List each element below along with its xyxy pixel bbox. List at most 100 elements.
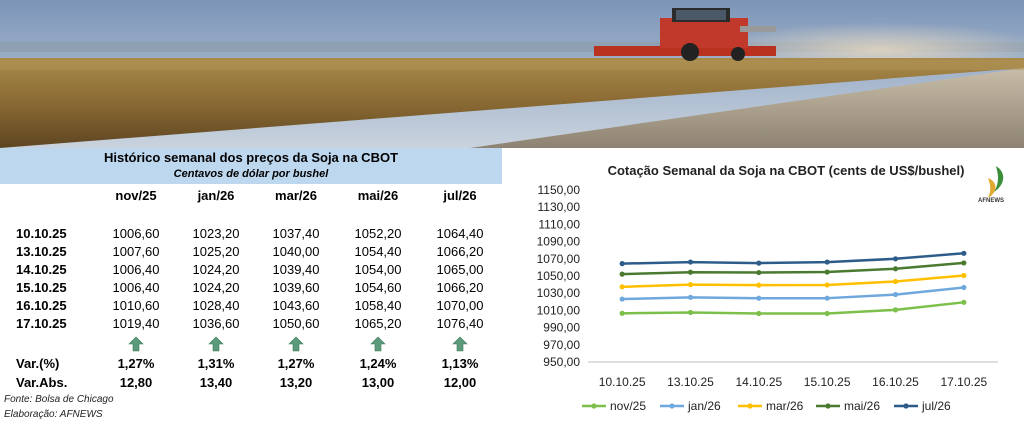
table-cell: 1028,40	[192, 298, 240, 313]
x-tick-label: 15.10.25	[804, 375, 851, 389]
data-point	[961, 272, 967, 279]
x-tick-label: 16.10.25	[872, 375, 919, 389]
data-point	[892, 256, 899, 262]
data-point	[756, 310, 762, 317]
y-tick-label: 1130,00	[538, 200, 581, 214]
data-point	[824, 269, 830, 275]
data-point	[892, 307, 899, 313]
x-tick-label: 10.10.25	[599, 375, 646, 389]
table-title: Histórico semanal dos preços da Soja na …	[103, 150, 399, 165]
data-point	[892, 266, 899, 272]
var-abs-cell: 13,20	[279, 375, 313, 390]
series-line-nov-25	[622, 301, 964, 315]
data-point	[961, 284, 967, 291]
price-chart-panel: Cotação Semanal da Soja na CBOT (cents d…	[510, 148, 1024, 441]
table-cell: 1043,60	[272, 298, 320, 313]
logo-text: AFNEWS	[978, 198, 1004, 204]
series-line-jan-26	[622, 286, 964, 301]
data-point	[619, 296, 625, 302]
legend-label: jul/26	[921, 399, 951, 413]
table-cell: 1065,00	[436, 262, 484, 277]
x-tick-label: 14.10.25	[735, 375, 782, 389]
legend-label: jan/26	[687, 399, 721, 413]
table-cell: 1052,20	[354, 226, 402, 241]
table-cell: 1007,60	[112, 244, 160, 259]
var-abs-label: Var.Abs.	[16, 375, 68, 390]
table-cell: 1076,40	[436, 316, 484, 331]
y-tick-label: 950,00	[543, 355, 580, 369]
y-tick-label: 1110,00	[538, 217, 580, 231]
column-header-jul26: jul/26	[443, 188, 477, 203]
y-tick-label: 1010,00	[537, 303, 581, 317]
var-pct-cell: 1,31%	[197, 356, 235, 371]
data-point	[619, 284, 625, 290]
y-tick-label: 990,00	[543, 321, 580, 335]
data-point	[824, 310, 830, 317]
arrow-up-icon	[176, 336, 256, 357]
table-cell: 1054,60	[354, 280, 402, 295]
table-header-band: Histórico semanal dos preços da Soja na …	[0, 148, 502, 184]
table-cell: 1054,40	[354, 244, 402, 259]
table-cell: 1006,40	[112, 280, 160, 295]
table-cell: 1058,40	[354, 298, 402, 313]
row-date: 13.10.25	[16, 244, 67, 259]
data-point	[824, 282, 830, 288]
legend-marker	[825, 403, 831, 409]
x-tick-label: 17.10.25	[940, 375, 987, 389]
var-pct-cell: 1,27%	[277, 356, 315, 371]
column-header-mai26: mai/26	[357, 188, 399, 203]
table-cell: 1066,20	[436, 244, 484, 259]
table-cell: 1039,40	[272, 262, 320, 277]
data-point	[687, 282, 694, 288]
price-history-table: Histórico semanal dos preços da Soja na …	[0, 148, 502, 441]
legend-label: nov/25	[610, 399, 646, 413]
series-line-mai-26	[622, 261, 964, 276]
table-cell: 1019,40	[112, 316, 160, 331]
row-date: 17.10.25	[16, 316, 67, 331]
line-chart: 950,00 970,00 990,00 1010,00 1030,00 1050,00 1…	[537, 183, 998, 413]
series-line-jul-26	[622, 252, 964, 265]
legend-marker	[669, 403, 675, 409]
x-tick-label: 13.10.25	[667, 375, 714, 389]
table-cell: 1036,60	[192, 316, 240, 331]
data-point	[687, 294, 694, 300]
table-cell: 1024,20	[192, 262, 240, 277]
var-pct-cell: 1,13%	[441, 356, 479, 371]
hero-photo-harvest	[0, 0, 1024, 148]
y-tick-label: 970,00	[543, 338, 580, 352]
data-point	[824, 259, 830, 265]
data-point	[961, 260, 967, 266]
y-tick-label: 1050,00	[537, 269, 581, 283]
crop-field	[0, 58, 1024, 148]
y-tick-label: 1070,00	[537, 252, 581, 266]
table-cell: 1040,00	[272, 244, 320, 259]
table-cell: 1006,40	[112, 262, 160, 277]
table-cell: 1025,20	[192, 244, 240, 259]
combine-harvester	[594, 8, 776, 61]
data-point	[961, 250, 967, 256]
credit-note: Elaboração: AFNEWS	[4, 409, 103, 420]
table-cell: 1024,20	[192, 280, 240, 295]
var-abs-cell: 12,00	[443, 375, 477, 390]
var-pct-cell: 1,24%	[359, 356, 397, 371]
legend-marker	[591, 403, 597, 409]
row-date: 15.10.25	[16, 280, 67, 295]
legend-label: mar/26	[766, 399, 804, 413]
data-point	[619, 310, 625, 316]
y-tick-label: 1150,00	[538, 183, 581, 197]
data-point	[892, 291, 899, 298]
data-point	[892, 278, 899, 285]
arrow-up-icon	[420, 336, 500, 357]
arrow-up-icon	[96, 336, 176, 357]
column-header-nov25: nov/25	[115, 188, 157, 203]
table-cell: 1037,40	[272, 226, 320, 241]
data-point	[687, 269, 694, 275]
table-cell: 1039,60	[272, 280, 320, 295]
arrow-up-icon	[256, 336, 336, 357]
table-cell: 1064,40	[436, 226, 484, 241]
data-point	[687, 309, 694, 316]
source-note: Fonte: Bolsa de Chicago	[4, 394, 114, 405]
column-header-jan26: jan/26	[197, 188, 235, 203]
series-line-mar-26	[622, 274, 964, 289]
table-subtitle: Centavos de dólar por bushel	[173, 168, 329, 180]
